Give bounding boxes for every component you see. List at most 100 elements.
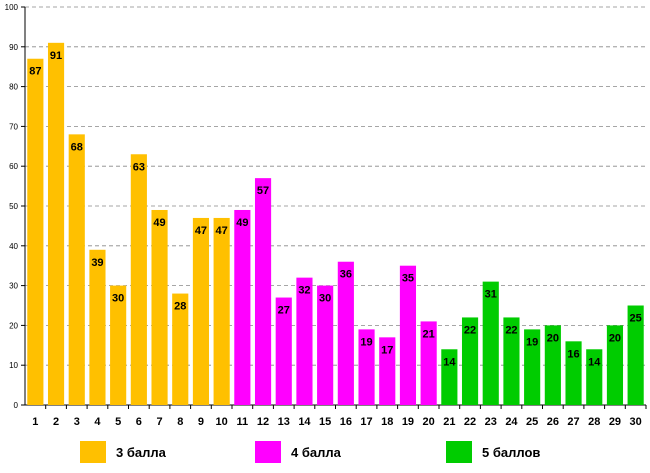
- y-tick-label: 60: [9, 162, 18, 171]
- y-tick-label: 90: [9, 43, 18, 52]
- data-label-9: 47: [195, 225, 207, 237]
- data-label-28: 14: [588, 356, 601, 368]
- x-tick-label: 4: [94, 416, 101, 428]
- y-tick-label: 40: [9, 242, 18, 251]
- x-tick-label: 20: [423, 416, 435, 428]
- bar-17: [358, 329, 375, 405]
- data-label-17: 19: [360, 336, 372, 348]
- data-label-24: 22: [505, 324, 517, 336]
- legend-swatch-4-balla: [255, 441, 281, 463]
- legend-item-3-balla: 3 балла: [80, 439, 166, 465]
- x-tick-label: 19: [402, 416, 414, 428]
- bar-23: [482, 281, 499, 405]
- y-tick-label: 70: [9, 122, 18, 131]
- bar-1: [27, 58, 44, 406]
- x-tick-label: 15: [319, 416, 331, 428]
- data-label-10: 47: [216, 225, 228, 237]
- x-tick-label: 16: [340, 416, 352, 428]
- bar-21: [441, 349, 458, 405]
- bar-19: [399, 265, 417, 405]
- x-tick-label: 23: [485, 416, 497, 428]
- data-label-29: 20: [609, 332, 621, 344]
- bar-3: [68, 134, 85, 406]
- data-label-23: 31: [485, 289, 497, 301]
- x-tick-label: 7: [156, 416, 162, 428]
- x-axis-ticks: 1 2 3 4 5 6 7 8 9 10 11 12 13 14 15 16 17 18 19 20 21 22 23 24 2…: [32, 416, 641, 428]
- data-label-27: 16: [567, 348, 579, 360]
- bar-18: [379, 337, 396, 405]
- data-label-7: 49: [153, 217, 165, 229]
- legend-swatch-3-balla: [80, 441, 106, 463]
- x-tick-label: 18: [381, 416, 393, 428]
- data-label-20: 21: [423, 328, 435, 340]
- y-tick-label: 30: [9, 282, 18, 291]
- legend-item-4-balla: 4 балла: [255, 439, 341, 465]
- x-tick-label: 27: [567, 416, 579, 428]
- bar-4: [89, 249, 106, 405]
- bar-15: [317, 285, 334, 405]
- bar-5: [110, 285, 127, 405]
- data-label-16: 36: [340, 269, 352, 281]
- bar-14: [296, 277, 313, 405]
- bar-11: [234, 209, 251, 405]
- x-tick-label: 3: [74, 416, 80, 428]
- bar-2: [47, 42, 65, 405]
- data-label-25: 19: [526, 336, 538, 348]
- bar-24: [503, 317, 520, 405]
- x-tick-label: 10: [216, 416, 228, 428]
- legend-swatch-5-ballov: [446, 441, 472, 463]
- data-label-15: 30: [319, 293, 331, 305]
- y-tick-label: 50: [9, 202, 18, 211]
- bar-8: [172, 293, 189, 405]
- bar-29: [606, 325, 624, 405]
- data-label-11: 49: [236, 217, 248, 229]
- x-tick-label: 25: [526, 416, 538, 428]
- data-label-4: 39: [91, 257, 103, 269]
- data-label-6: 63: [133, 161, 145, 173]
- x-tick-label: 24: [505, 416, 518, 428]
- y-tick-label: 80: [9, 83, 18, 92]
- data-label-22: 22: [464, 324, 476, 336]
- x-tick-label: 29: [609, 416, 621, 428]
- bar-20: [420, 321, 437, 405]
- x-tick-label: 14: [298, 416, 311, 428]
- bar-30: [627, 305, 644, 405]
- x-tick-label: 1: [32, 416, 38, 428]
- axes: [21, 6, 647, 409]
- x-tick-label: 6: [136, 416, 142, 428]
- x-tick-label: 11: [237, 416, 249, 428]
- data-label-30: 25: [630, 313, 642, 325]
- y-tick-label: 0: [14, 401, 19, 410]
- x-tick-label: 17: [360, 416, 372, 428]
- bar-10: [213, 217, 230, 405]
- data-label-12: 57: [257, 185, 269, 197]
- legend-label-4-balla: 4 балла: [291, 444, 341, 460]
- y-tick-label: 10: [9, 361, 18, 370]
- legend-item-5-ballov: 5 баллов: [446, 439, 540, 465]
- bar-6: [130, 154, 147, 405]
- data-label-14: 32: [298, 285, 310, 297]
- data-label-19: 35: [402, 273, 414, 285]
- x-tick-label: 13: [278, 416, 290, 428]
- x-tick-label: 8: [177, 416, 183, 428]
- data-label-18: 17: [381, 344, 393, 356]
- bar-25: [524, 329, 541, 405]
- data-label-21: 14: [443, 356, 456, 368]
- data-label-5: 30: [112, 293, 124, 305]
- data-label-8: 28: [174, 301, 186, 313]
- legend-label-5-ballov: 5 баллов: [482, 444, 541, 460]
- bars: [27, 42, 644, 406]
- bar-26: [544, 325, 561, 405]
- y-axis-ticks: 0 10 20 30 40 50 60 70 80 90 100: [5, 3, 19, 410]
- y-tick-label: 20: [9, 321, 18, 330]
- data-labels: 87 91 68 39 30 63 49 28 47 47 49 57 27 32 30 36 19 17 35 21…: [29, 50, 642, 368]
- bar-22: [461, 317, 479, 405]
- bar-9: [192, 217, 210, 405]
- legend-label-3-balla: 3 балла: [116, 444, 166, 460]
- data-label-2: 91: [50, 50, 62, 62]
- bar-27: [565, 341, 582, 405]
- y-tick-label: 100: [5, 3, 19, 12]
- data-label-3: 68: [71, 141, 83, 153]
- x-tick-label: 26: [547, 416, 559, 428]
